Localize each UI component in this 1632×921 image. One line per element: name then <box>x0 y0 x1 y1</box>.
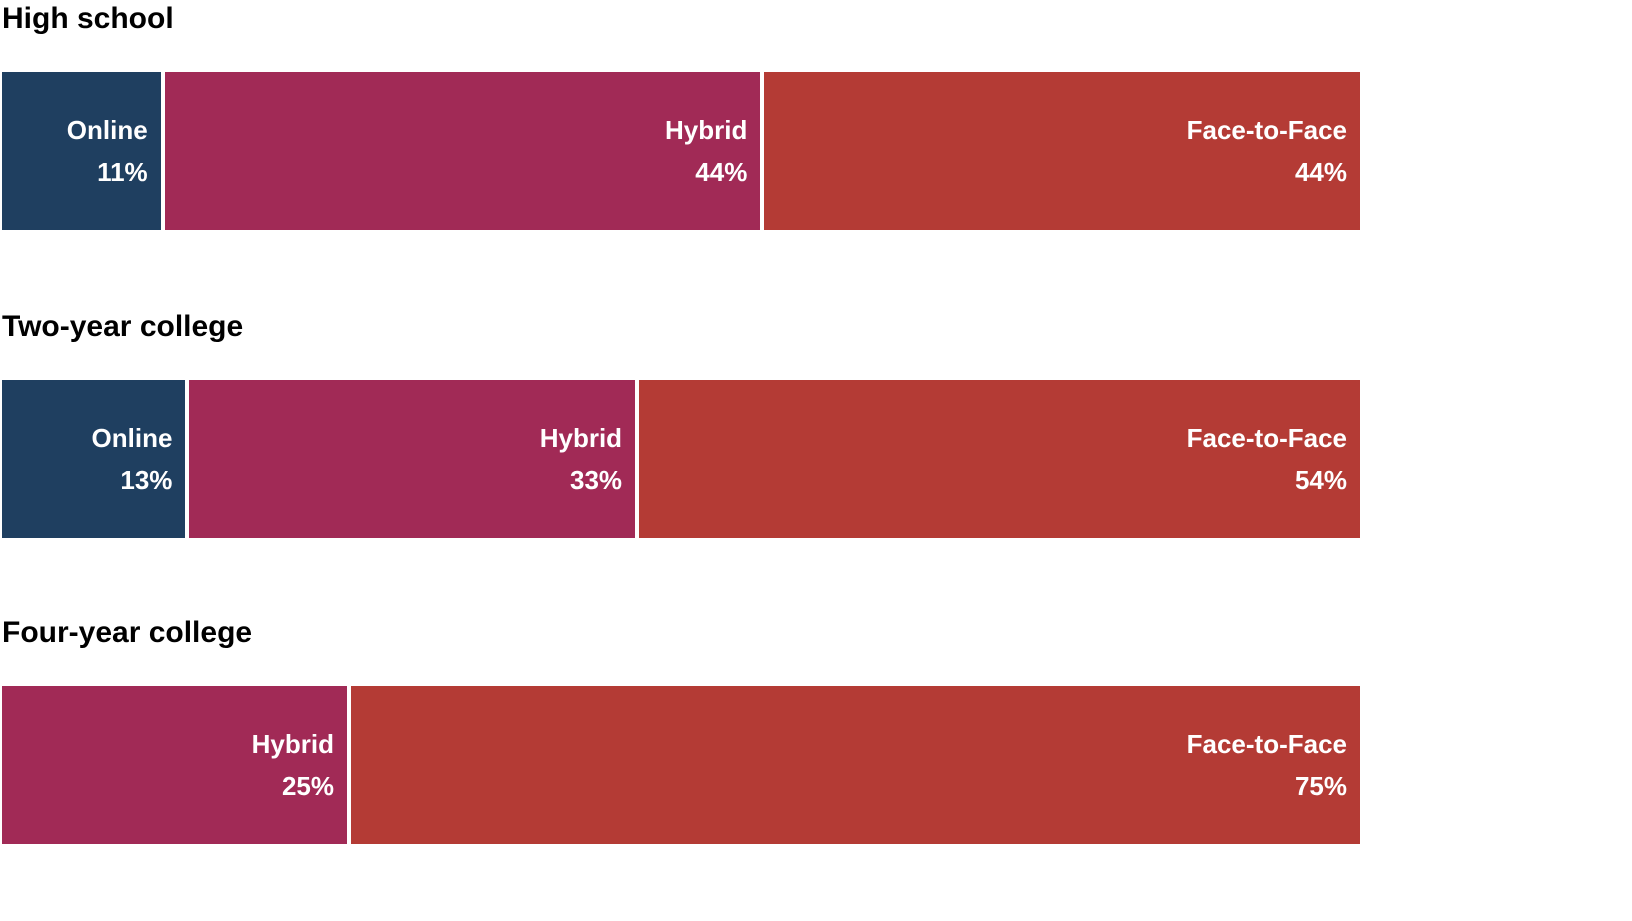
bar-high-school: Online 11% Hybrid 44% Face-to-Face 44% <box>2 72 1361 230</box>
section-four-year-college: Four-year college Hybrid 25% Face-to-Fac… <box>2 616 1360 844</box>
bar-segment-face-to-face: Face-to-Face 54% <box>639 380 1360 538</box>
stacked-bar-chart: High school Online 11% Hybrid 44% Face-t… <box>2 2 1361 844</box>
section-title-high-school: High school <box>2 2 174 35</box>
bar-segment-online: Online 13% <box>2 380 186 538</box>
segment-value: 54% <box>1294 465 1347 495</box>
segment-label: Online <box>91 423 173 453</box>
segment-value: 11% <box>97 157 148 187</box>
segment-value: 44% <box>695 157 748 187</box>
segment-value: 25% <box>281 771 334 801</box>
bar-two-year-college: Online 13% Hybrid 33% Face-to-Face 54% <box>2 380 1360 538</box>
bar-segment-online: Online 11% <box>2 72 161 230</box>
segment-label: Hybrid <box>665 115 748 145</box>
section-high-school: High school Online 11% Hybrid 44% Face-t… <box>2 2 1361 230</box>
segment-label: Face-to-Face <box>1186 423 1347 453</box>
bar-four-year-college: Hybrid 25% Face-to-Face 75% <box>2 686 1360 844</box>
segment-label: Face-to-Face <box>1186 729 1347 759</box>
section-title-four-year-college: Four-year college <box>2 616 253 649</box>
section-two-year-college: Two-year college Online 13% Hybrid 33% F… <box>2 310 1360 538</box>
bar-segment-face-to-face: Face-to-Face 44% <box>764 72 1361 230</box>
bar-segment-hybrid: Hybrid 25% <box>2 686 347 844</box>
segment-value: 75% <box>1294 771 1347 801</box>
segment-value: 44% <box>1294 157 1348 187</box>
segment-value: 13% <box>120 465 173 495</box>
bar-segment-hybrid: Hybrid 33% <box>189 380 636 538</box>
segment-value: 33% <box>570 465 623 495</box>
segment-label: Online <box>66 115 148 145</box>
bar-segment-hybrid: Hybrid 44% <box>164 72 761 230</box>
segment-label: Hybrid <box>251 729 334 759</box>
bar-segment-face-to-face: Face-to-Face 75% <box>351 686 1360 844</box>
segment-label: Hybrid <box>539 423 623 453</box>
segment-label: Face-to-Face <box>1186 115 1348 145</box>
section-title-two-year-college: Two-year college <box>2 310 244 343</box>
